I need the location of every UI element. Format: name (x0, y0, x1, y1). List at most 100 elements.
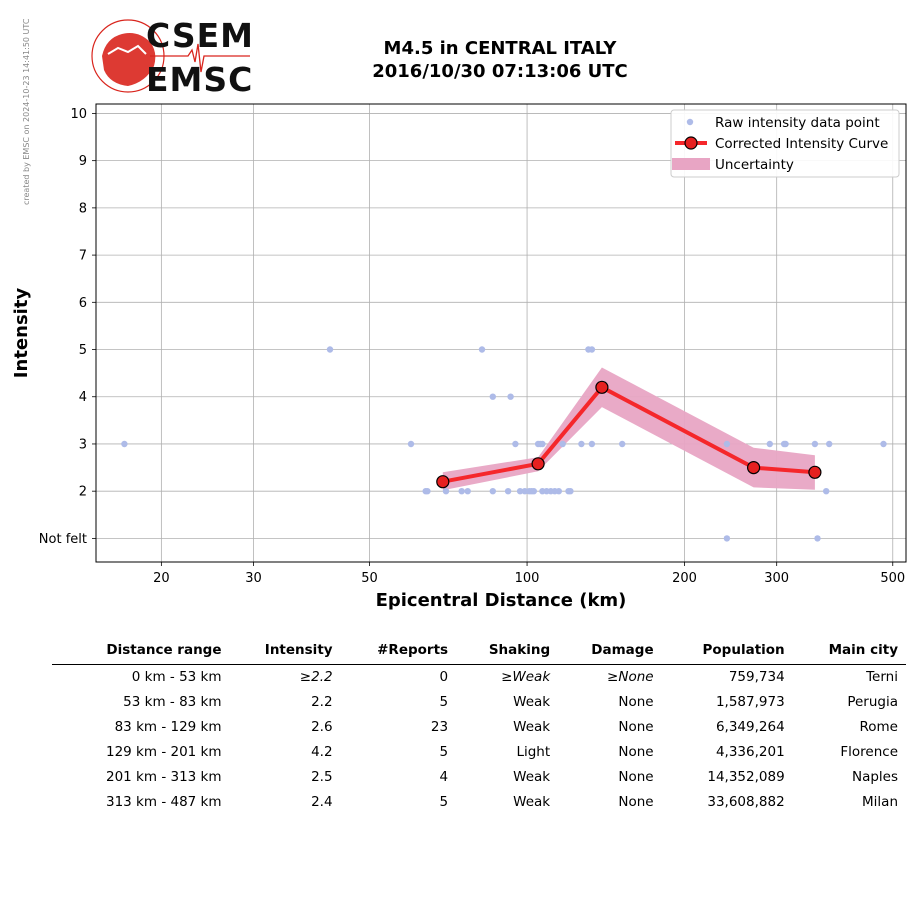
raw-intensity-point (814, 535, 821, 542)
raw-intensity-point (766, 440, 773, 448)
raw-intensity-point (489, 393, 496, 400)
table-cell: Weak (513, 769, 551, 785)
curve-marker (531, 457, 545, 471)
column-header: #Reports (340, 638, 457, 665)
raw-intensity-point (723, 535, 731, 542)
x-tick-label: 500 (880, 571, 905, 586)
globe-logo-icon (91, 19, 250, 93)
raw-intensity-point (478, 346, 486, 353)
raw-intensity-point (407, 440, 415, 448)
y-tick-label: 5 (79, 343, 87, 358)
table-cell: 2.2 (311, 694, 333, 710)
x-tick-label: 200 (672, 571, 697, 586)
curve-marker (595, 380, 609, 394)
table-cell: 0 km - 53 km (131, 669, 222, 685)
x-tick-label: 100 (515, 571, 540, 586)
column-header: Shaking (456, 638, 559, 665)
raw-intensity-point (442, 488, 450, 495)
raw-intensity-point (588, 440, 596, 448)
csem-emsc-logo: CSEM EMSC (88, 16, 254, 100)
raw-intensity-point (512, 440, 519, 448)
x-axis-label: Epicentral Distance (km) (376, 590, 627, 611)
table-cell: 5 (439, 744, 449, 760)
y-tick-label: 4 (79, 390, 87, 405)
table-cell: None (618, 769, 654, 785)
table-row: 83 km - 129 km 2.6 23 Weak None 6,349,264 Rome (52, 715, 906, 740)
table-cell: None (618, 719, 654, 735)
chart-title-line2: 2016/10/30 07:13:06 UTC (372, 61, 628, 82)
y-tick-label: Not felt (39, 532, 87, 547)
column-header: Main city (792, 638, 906, 665)
raw-intensity-point (723, 440, 731, 448)
x-tick-label: 20 (153, 571, 170, 586)
table-cell: 2.6 (311, 719, 333, 735)
legend-label: Uncertainty (715, 157, 794, 173)
raw-intensity-point (811, 440, 819, 448)
raw-intensity-point (458, 488, 465, 495)
table-cell: Terni (866, 669, 898, 685)
chart-title-line1: M4.5 in CENTRAL ITALY (383, 38, 617, 59)
y-tick-label: 10 (70, 107, 87, 122)
table-cell: None (618, 794, 654, 810)
curve-marker (808, 465, 822, 479)
table-cell: 5 (439, 694, 449, 710)
legend-label: Corrected Intensity Curve (715, 136, 888, 152)
legend-band-swatch (672, 158, 710, 170)
x-tick-label: 300 (764, 571, 789, 586)
y-tick-label: 2 (79, 485, 87, 500)
y-axis-label: Intensity (11, 288, 32, 379)
logo-text-top: CSEM (146, 16, 254, 55)
logo-text-bottom: EMSC (146, 60, 254, 99)
column-header: Population (661, 638, 793, 665)
raw-intensity-point (489, 488, 496, 495)
table-cell: 0 (439, 669, 449, 685)
table-cell: ≥Weak (501, 669, 551, 685)
table-cell: 33,608,882 (707, 794, 785, 810)
legend-box (670, 109, 900, 178)
table-cell: ≥2.2 (299, 669, 333, 685)
raw-intensity-point (521, 488, 528, 495)
table-cell: Weak (513, 719, 551, 735)
legend-raw-marker (686, 118, 694, 126)
table-cell: 2.4 (311, 794, 333, 810)
y-tick-label: 9 (79, 154, 87, 169)
table-cell: 14,352,089 (707, 769, 785, 785)
table-cell: 1,587,973 (715, 694, 785, 710)
raw-intensity-point (619, 440, 626, 448)
table-cell: 6,349,264 (715, 719, 785, 735)
raw-intensity-point (121, 440, 128, 448)
raw-intensity-point (880, 440, 887, 448)
raw-intensity-point (567, 488, 574, 495)
legend-curve-marker (684, 136, 698, 150)
table-cell: 759,734 (728, 669, 785, 685)
table-cell: None (618, 744, 654, 760)
table-cell: 201 km - 313 km (106, 769, 222, 785)
y-tick-label: 3 (79, 437, 87, 452)
y-tick-label: 6 (79, 296, 87, 311)
raw-intensity-point (530, 488, 537, 495)
raw-intensity-point (826, 440, 833, 448)
x-tick-label: 30 (245, 571, 262, 586)
raw-intensity-point (516, 488, 524, 495)
raw-intensity-point (424, 488, 431, 495)
table-cell: 53 km - 83 km (123, 694, 222, 710)
raw-intensity-point (539, 440, 546, 448)
raw-intensity-point (559, 440, 566, 448)
raw-intensity-point (326, 346, 334, 353)
table-row: 201 km - 313 km 2.5 4 Weak None 14,352,089 Nap… (52, 765, 906, 790)
curve-marker (746, 461, 761, 475)
table-cell: 5 (439, 794, 449, 810)
intensity-distance-chart: 20 30 50 100 200 300 500 Not felt 2 3 4 5 6 7 8 9 10 Epi… (11, 103, 907, 611)
raw-intensity-point (578, 440, 585, 448)
raw-intensity-point (504, 488, 512, 495)
table-header-row: Distance range Intensity #Reports Shaking Da… (52, 638, 906, 665)
raw-intensity-point (555, 488, 562, 495)
table-cell: 4 (439, 769, 449, 785)
column-header: Intensity (229, 638, 341, 665)
column-header: Distance range (52, 638, 230, 665)
table-row: 313 km - 487 km 2.4 5 Weak None 33,608,882 Mil… (52, 790, 906, 815)
table-row: 0 km - 53 km ≥2.2 0 ≥Weak ≥None 759,734 Terni (52, 665, 906, 691)
table-cell: Weak (513, 694, 551, 710)
raw-intensity-point (464, 488, 471, 495)
